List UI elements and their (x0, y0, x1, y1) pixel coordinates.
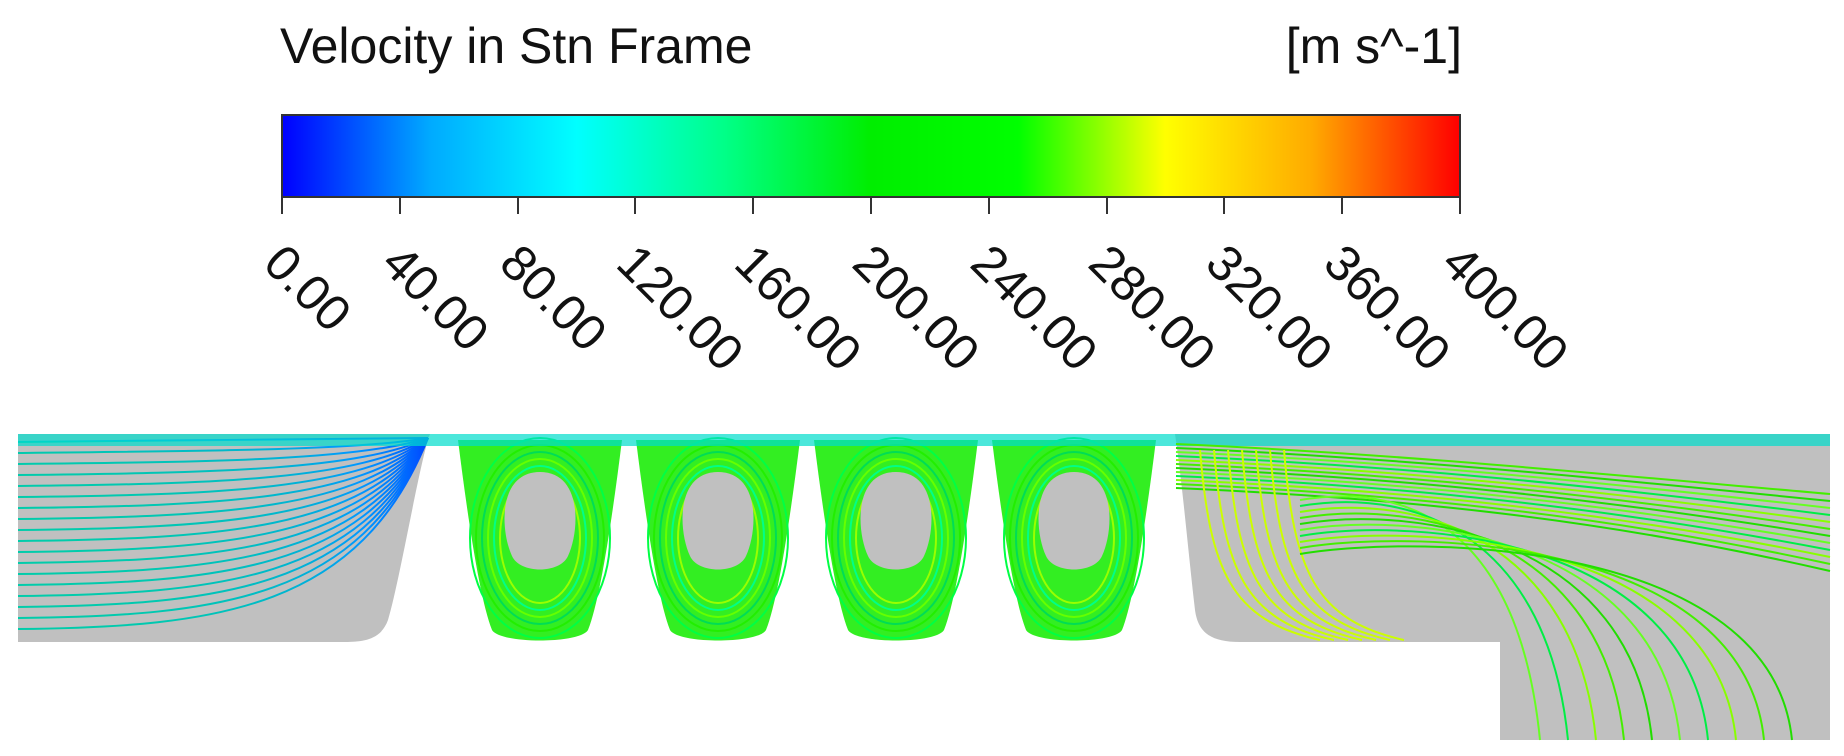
outlet-streamlines (1175, 443, 1831, 741)
colorbar-tick-label: 320.00 (1195, 233, 1344, 382)
colorbar-tick-label: 40.00 (371, 233, 500, 362)
cavity-core (504, 472, 576, 570)
streamline (1175, 455, 1831, 516)
colorbar-tick (987, 198, 990, 214)
cavity (992, 437, 1156, 641)
streamline (1299, 545, 1793, 741)
colorbar-tick (1105, 198, 1108, 214)
streamline (1213, 449, 1335, 641)
inlet-streamlines (17, 437, 429, 630)
recirculation-line (837, 451, 955, 625)
colorbar-tick (398, 198, 401, 214)
streamline (1175, 463, 1831, 530)
streamline (17, 437, 429, 586)
top-channel-flow (18, 434, 1830, 446)
colorbar-tick-label: 0.00 (253, 233, 362, 343)
streamline (1175, 487, 1831, 572)
colorbar-tick (1223, 198, 1226, 214)
streamline (17, 437, 429, 575)
recirculation-line (843, 458, 949, 618)
colorbar-tick-label: 80.00 (489, 233, 618, 362)
streamline (1175, 471, 1831, 544)
streamline (1175, 475, 1831, 551)
velocity-colorbar (281, 114, 1461, 198)
cavity-core (860, 472, 932, 570)
cavity-core (1038, 472, 1110, 570)
recirculation-line (1027, 465, 1121, 611)
recirculation-line (665, 458, 771, 618)
legend-units: [m s^-1] (1285, 18, 1462, 74)
streamline (1227, 449, 1349, 641)
streamline (1299, 495, 1541, 741)
cavity-core (682, 472, 754, 570)
colorbar-tick-label: 120.00 (606, 233, 755, 382)
streamline (1255, 449, 1377, 641)
colorbar-tick (752, 198, 755, 214)
recirculation-line (659, 451, 777, 625)
recirculation-line (1015, 451, 1133, 625)
colorbar-tick-label: 240.00 (960, 233, 1109, 382)
streamline (1175, 479, 1831, 558)
streamline (1175, 483, 1831, 565)
streamline (1175, 443, 1831, 495)
colorbar-tick-label: 280.00 (1078, 233, 1226, 382)
streamline (1283, 449, 1405, 641)
streamline (1241, 449, 1363, 641)
streamline (17, 437, 429, 564)
streamline (17, 437, 429, 531)
recirculation-line (487, 458, 593, 618)
streamline (17, 437, 429, 509)
colorbar-tick (281, 198, 283, 214)
legend-title: Velocity in Stn Frame (280, 18, 753, 74)
recirculation-line (493, 465, 587, 611)
colorbar-tick-label: 400.00 (1431, 233, 1580, 382)
colorbar-tick (870, 198, 872, 214)
streamline (17, 437, 429, 498)
colorbar-tick (1341, 198, 1344, 214)
streamline (17, 437, 429, 619)
streamline (17, 437, 429, 476)
streamline (17, 437, 429, 487)
colorbar-tick-label: 200.00 (842, 233, 991, 382)
colorbar-tick-label: 360.00 (1313, 233, 1462, 382)
streamline (17, 437, 429, 520)
streamline (17, 437, 429, 630)
cavity (458, 437, 622, 641)
streamline-plot (17, 434, 1831, 741)
streamline (1269, 449, 1391, 641)
rotor-cavities (458, 437, 1156, 641)
cavity (636, 437, 800, 641)
streamline (17, 437, 429, 553)
streamline (1299, 512, 1625, 741)
recirculation-line (671, 465, 765, 611)
cavity (814, 437, 978, 641)
streamline (1175, 459, 1831, 523)
recirculation-line (481, 451, 599, 625)
streamline (17, 437, 429, 542)
colorbar-tick (634, 198, 637, 214)
streamline (17, 437, 429, 608)
recirculation-line (1021, 458, 1127, 618)
streamline (1199, 449, 1321, 641)
colorbar-tick (516, 198, 519, 214)
streamline (1175, 467, 1831, 537)
colorbar-tick-label: 160.00 (724, 233, 873, 382)
colorbar-tick (1459, 198, 1461, 214)
streamline (1175, 451, 1831, 509)
streamline (17, 437, 429, 597)
recirculation-line (849, 465, 943, 611)
